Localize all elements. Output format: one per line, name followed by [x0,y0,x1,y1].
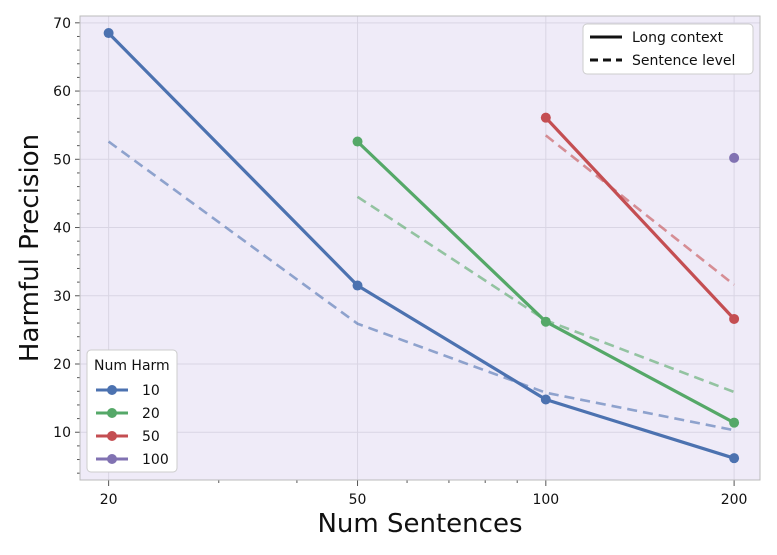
sentence-level-line-10 [107,140,735,432]
y-tick-label: 60 [53,84,71,100]
data-point-10 [352,280,363,291]
num-harm-legend-items: 10 20 50 100 [96,383,169,468]
x-tick-label: 200 [721,492,748,508]
plot-frame [79,15,761,481]
y-tick-label: 50 [53,152,71,168]
num-harm-legend: Num Harm 10 20 50 100 [86,349,178,473]
num-harm-legend-title: Num Harm [94,358,170,374]
y-tick-label: 70 [53,16,71,32]
x-tick-label: 20 [100,492,118,508]
long-context-line-50 [544,116,736,321]
legend-label: 50 [142,429,160,445]
y-tick-label: 40 [53,221,71,237]
long-context-line-10 [107,31,735,460]
data-point-100 [729,152,740,163]
line-style-legend: Long context Sentence level [582,23,754,75]
data-point-20 [729,417,740,428]
data-point-50 [540,112,551,123]
line-style-legend-box [582,23,754,75]
legend-swatch-marker [107,408,117,418]
sentence-level-line-50 [544,134,735,286]
legend-swatch-marker [107,385,117,395]
x-tick-label: 50 [349,492,367,508]
x-tick-label: 100 [532,492,559,508]
legend-long-context-label: Long context [632,30,724,46]
y-tick-label: 20 [53,357,71,373]
y-axis-label: Harmful Precision [15,134,45,362]
legend-label: 20 [142,406,160,422]
plot-area [80,16,760,480]
x-axis-label: Num Sentences [317,509,522,539]
legend-swatch-marker [107,431,117,441]
num-harm-legend-box [86,349,178,473]
data-point-20 [352,136,363,147]
data-point-10 [103,28,114,39]
y-tick-label: 10 [53,425,71,441]
legend-label: 10 [142,383,160,399]
series-layer [103,28,740,464]
x-axis: 20 50 100 200 [100,480,748,508]
data-point-10 [729,453,740,464]
y-tick-label: 30 [53,289,71,305]
data-point-10 [540,394,551,405]
y-axis: 10 20 30 40 50 60 70 [53,16,80,441]
legend-label: 100 [142,452,169,468]
data-point-50 [729,313,740,324]
legend-sentence-level-label: Sentence level [632,53,735,69]
legend-swatch-marker [107,454,117,464]
data-point-20 [540,316,551,327]
